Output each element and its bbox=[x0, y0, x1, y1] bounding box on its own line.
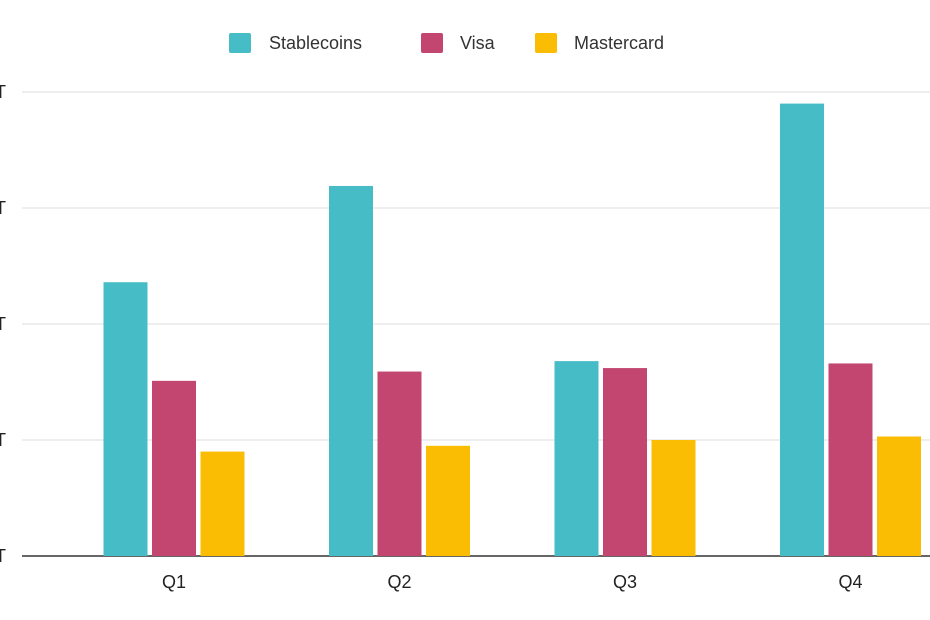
legend-swatch-mastercard bbox=[535, 33, 557, 53]
bar-visa-q1 bbox=[152, 380, 196, 556]
x-axis-ticks: Q1 Q2 Q3 Q4 bbox=[162, 572, 863, 592]
bar-mastercard-q2 bbox=[426, 445, 470, 556]
bar-mastercard-q3 bbox=[651, 440, 696, 556]
y-tick-label: T bbox=[0, 430, 6, 450]
legend-label-stablecoins: Stablecoins bbox=[269, 33, 362, 53]
legend: Stablecoins Visa Mastercard bbox=[229, 33, 664, 53]
bar-stablecoins-q1 bbox=[103, 282, 148, 556]
y-tick-label: T bbox=[0, 546, 6, 566]
legend-swatch-stablecoins bbox=[229, 33, 251, 53]
y-tick-label: T bbox=[0, 314, 6, 334]
bar-visa-q3 bbox=[603, 368, 647, 556]
legend-swatch-visa bbox=[421, 33, 443, 53]
legend-label-mastercard: Mastercard bbox=[574, 33, 664, 53]
bars bbox=[103, 103, 921, 556]
x-tick-label: Q3 bbox=[613, 572, 637, 592]
legend-label-visa: Visa bbox=[460, 33, 496, 53]
x-tick-label: Q2 bbox=[387, 572, 411, 592]
bar-visa-q2 bbox=[377, 371, 422, 556]
x-tick-label: Q1 bbox=[162, 572, 186, 592]
y-tick-label: T bbox=[0, 82, 6, 102]
x-tick-label: Q4 bbox=[838, 572, 862, 592]
bar-stablecoins-q4 bbox=[780, 103, 824, 556]
bar-stablecoins-q3 bbox=[554, 361, 599, 556]
bar-visa-q4 bbox=[828, 363, 873, 556]
y-axis-ticks: T T T T T bbox=[0, 82, 6, 566]
bar-mastercard-q4 bbox=[877, 436, 921, 556]
bar-mastercard-q1 bbox=[200, 451, 245, 556]
y-tick-label: T bbox=[0, 198, 6, 218]
bar-stablecoins-q2 bbox=[329, 185, 373, 556]
